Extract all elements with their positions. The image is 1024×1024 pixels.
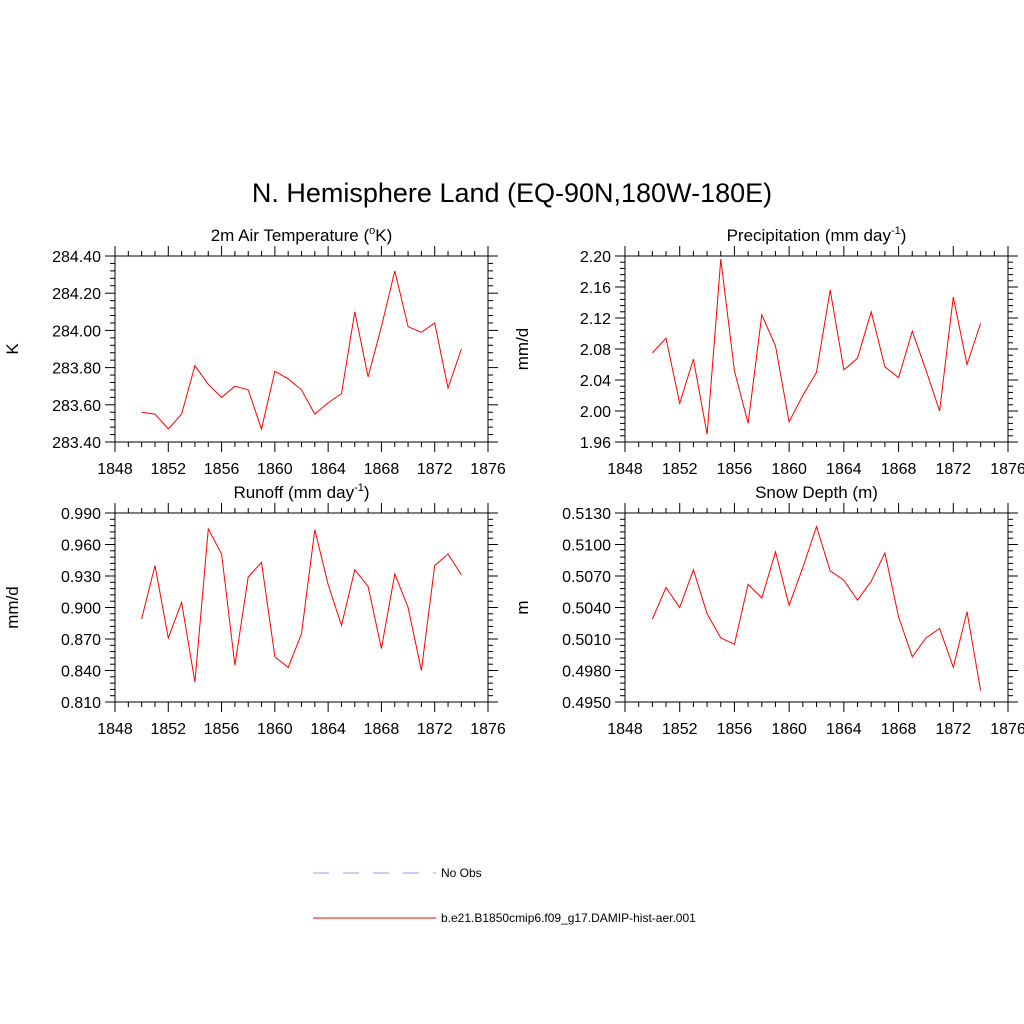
x-tick-label: 1856 <box>717 461 753 478</box>
x-tick-label: 1860 <box>257 461 293 478</box>
x-tick-label: 1864 <box>826 461 862 478</box>
x-tick-label: 1860 <box>771 721 807 738</box>
figure-title: N. Hemisphere Land (EQ-90N,180W-180E) <box>252 178 772 208</box>
y-tick-label: 0.5130 <box>562 506 611 523</box>
x-tick-label: 1860 <box>771 461 807 478</box>
y-tick-label: 0.990 <box>61 506 101 523</box>
y-axis-label: m <box>513 600 532 614</box>
panel-title: Precipitation (mm day-1) <box>727 225 907 245</box>
y-tick-label: 284.00 <box>52 323 101 340</box>
x-tick-label: 1852 <box>662 721 698 738</box>
y-tick-label: 0.810 <box>61 695 101 712</box>
y-axis-label: mm/d <box>513 328 532 371</box>
x-tick-label: 1864 <box>310 721 346 738</box>
y-tick-label: 0.5070 <box>562 569 611 586</box>
x-tick-label: 1872 <box>417 461 453 478</box>
panel-3: 1848 1852 1856 1860 1864 1868 1872 1876 0.810 0.8… <box>3 482 506 738</box>
y-tick-label: 0.5040 <box>562 601 611 618</box>
series-line-1 <box>141 527 462 683</box>
y-tick-label: 2.04 <box>580 373 611 390</box>
panel-title-tail: K) <box>375 226 392 245</box>
y-tick-label: 2.16 <box>580 280 611 297</box>
x-tick-label: 1852 <box>662 461 698 478</box>
x-tick-label: 1864 <box>826 721 862 738</box>
panel-title-main: Runoff (mm day <box>233 483 354 502</box>
x-tick-label: 1872 <box>417 721 453 738</box>
y-tick-label: 0.4980 <box>562 664 611 681</box>
y-tick-label: 284.40 <box>52 249 101 266</box>
y-tick-label: 2.20 <box>580 249 611 266</box>
x-tick-label: 1852 <box>150 721 186 738</box>
y-axis-label: mm/d <box>3 586 22 629</box>
x-tick-label: 1876 <box>990 721 1024 738</box>
x-tick-label: 1876 <box>990 461 1024 478</box>
x-tick-label: 1856 <box>204 721 240 738</box>
y-tick-label: 283.80 <box>52 361 101 378</box>
y-tick-label: 0.840 <box>61 664 101 681</box>
y-tick-label: 0.900 <box>61 601 101 618</box>
y-tick-label: 2.12 <box>580 311 611 328</box>
x-tick-label: 1872 <box>935 461 971 478</box>
y-tick-label: 0.930 <box>61 569 101 586</box>
x-tick-label: 1848 <box>607 461 643 478</box>
x-tick-label: 1860 <box>257 721 293 738</box>
y-tick-label: 0.870 <box>61 632 101 649</box>
series-line-1 <box>651 524 982 691</box>
panel-title-main: 2m Air Temperature ( <box>211 226 370 245</box>
legend-label-1: No Obs <box>441 866 482 880</box>
panel-title-sup: -1 <box>891 225 901 237</box>
x-tick-label: 1872 <box>935 721 971 738</box>
panel-2: 1848 1852 1856 1860 1864 1868 1872 1876 1.96 2.00… <box>513 225 1024 478</box>
x-tick-label: 1868 <box>364 461 400 478</box>
x-tick-label: 1848 <box>607 721 643 738</box>
y-tick-label: 0.5100 <box>562 538 611 555</box>
x-tick-label: 1868 <box>881 461 917 478</box>
y-tick-label: 2.00 <box>580 404 611 421</box>
x-tick-label: 1856 <box>204 461 240 478</box>
panel-title-main: Precipitation (mm day <box>727 226 892 245</box>
y-tick-label: 0.5010 <box>562 632 611 649</box>
panel-title-tail: ) <box>364 483 370 502</box>
series-line-1 <box>652 259 982 435</box>
panel-1: 1848 1852 1856 1860 1864 1868 1872 1876 283.40 28… <box>3 225 506 478</box>
x-tick-label: 1848 <box>97 461 133 478</box>
y-tick-label: 284.20 <box>52 286 101 303</box>
x-tick-label: 1848 <box>97 721 133 738</box>
y-tick-label: 283.40 <box>52 435 101 452</box>
y-tick-label: 0.4950 <box>562 695 611 712</box>
legend-label-2: b.e21.B1850cmip6.f09_g17.DAMIP-hist-aer.… <box>441 911 696 925</box>
series-line-1 <box>141 270 462 431</box>
y-tick-label: 0.960 <box>61 538 101 555</box>
x-tick-label: 1864 <box>310 461 346 478</box>
x-tick-label: 1856 <box>717 721 753 738</box>
panel-title-main: Snow Depth (m) <box>755 483 878 502</box>
panel-title-sup: o <box>369 225 375 237</box>
panel-4: 1848 1852 1856 1860 1864 1868 1872 1876 0.4950 0.… <box>513 483 1024 738</box>
x-tick-label: 1868 <box>364 721 400 738</box>
panel-title: 2m Air Temperature (oK) <box>211 225 393 245</box>
panel-title: Snow Depth (m) <box>755 483 878 502</box>
x-tick-label: 1876 <box>470 461 506 478</box>
panel-title-tail: ) <box>901 226 907 245</box>
y-tick-label: 2.08 <box>580 342 611 359</box>
legend: No Obs b.e21.B1850cmip6.f09_g17.DAMIP-his… <box>313 866 696 925</box>
panel-title-sup: -1 <box>354 482 364 494</box>
x-tick-label: 1852 <box>150 461 186 478</box>
x-tick-label: 1876 <box>470 721 506 738</box>
panel-title: Runoff (mm day-1) <box>233 482 369 502</box>
y-tick-label: 1.96 <box>580 435 611 452</box>
x-tick-label: 1868 <box>881 721 917 738</box>
y-axis-label: K <box>3 343 22 355</box>
y-tick-label: 283.60 <box>52 398 101 415</box>
